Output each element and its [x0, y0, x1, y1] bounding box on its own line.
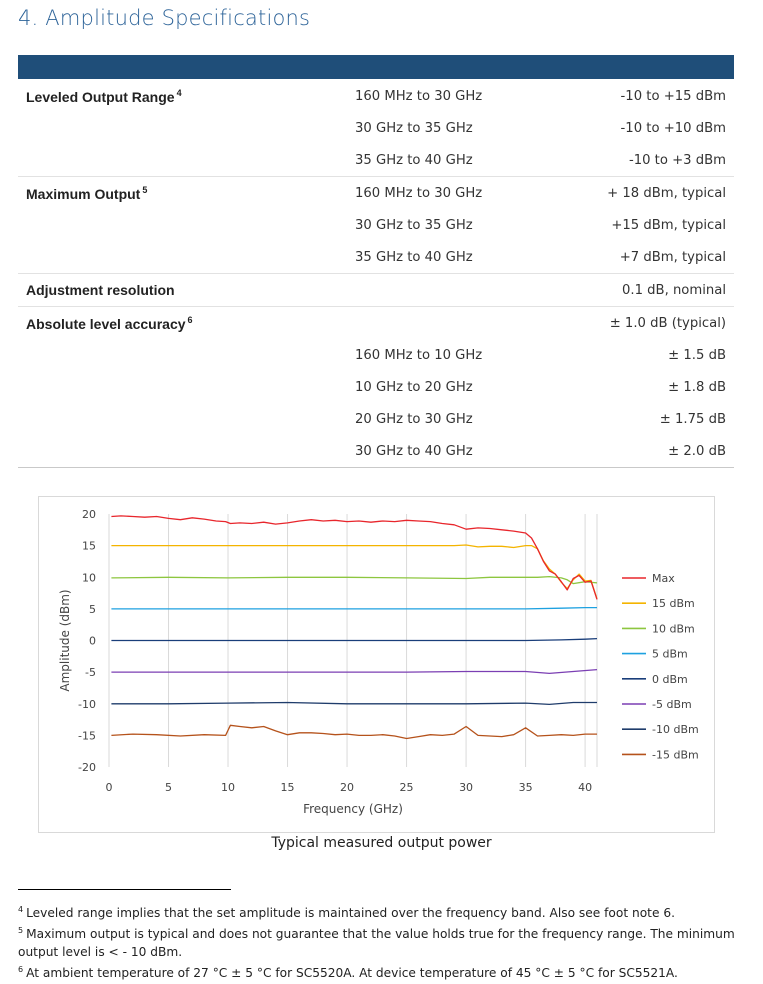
footnote-ref: 5 [142, 184, 148, 195]
y-tick-label: 20 [82, 508, 96, 521]
legend-label: 10 dBm [652, 622, 695, 635]
spec-value: ± 2.0 dB [575, 435, 734, 468]
footnote: 5 Maximum output is typical and does not … [18, 926, 735, 959]
section-title: 4. Amplitude Specifications [18, 6, 311, 30]
table-row: 35 GHz to 40 GHz -10 to +3 dBm [18, 144, 734, 177]
series-line [111, 701, 597, 706]
legend-label: 0 dBm [652, 673, 688, 686]
spec-range: 160 MHz to 30 GHz [355, 176, 575, 209]
spec-name-adjustment: Adjustment resolution [18, 273, 355, 307]
table-row: 30 GHz to 35 GHz -10 to +10 dBm [18, 112, 734, 144]
table-row: Adjustment resolution 0.1 dB, nominal [18, 273, 734, 307]
spec-range: 30 GHz to 40 GHz [355, 435, 575, 468]
footnote-ref: 6 [187, 314, 193, 325]
table-row: Leveled Output Range 4 160 MHz to 30 GHz … [18, 80, 734, 112]
spec-value: ± 1.0 dB (typical) [575, 306, 734, 339]
table-header-band [18, 55, 734, 79]
footnote: 6 At ambient temperature of 27 °C ± 5 °C … [18, 965, 678, 980]
series-line [111, 606, 597, 610]
footnotes: 4 Leveled range implies that the set ampl… [18, 901, 748, 982]
footnote-ref: 4 [176, 87, 182, 98]
table-row: 35 GHz to 40 GHz +7 dBm, typical [18, 241, 734, 274]
spec-range: 160 MHz to 30 GHz [355, 88, 483, 104]
x-tick-label: 25 [400, 781, 414, 794]
legend-label: 5 dBm [652, 648, 688, 661]
legend-label: -15 dBm [652, 748, 699, 761]
x-tick-label: 40 [578, 781, 592, 794]
y-tick-label: 0 [89, 635, 96, 648]
spec-value: + 18 dBm, typical [575, 176, 734, 209]
legend-label: Max [652, 572, 675, 585]
series-line [111, 637, 598, 642]
y-axis-label: Amplitude (dBm) [58, 589, 72, 691]
output-power-chart: 0 5 10 15 20 25 30 35 40 20 15 10 5 0 -5 -10 -15 -20 Frequ… [38, 496, 715, 833]
y-tick-label: -5 [85, 666, 96, 679]
spec-range: 30 GHz to 35 GHz [355, 217, 473, 233]
spec-name-leveled: Leveled Output Range 4 [26, 87, 182, 105]
spec-value: -10 to +15 dBm [620, 88, 726, 104]
spec-name-max-output: Maximum Output 5 [18, 176, 355, 209]
chart-caption: Typical measured output power [271, 835, 492, 851]
spec-value: ± 1.8 dB [668, 379, 726, 395]
y-tick-label: 10 [82, 571, 96, 584]
table-row: Maximum Output 5 160 MHz to 30 GHz + 18 d… [18, 176, 734, 209]
footnote: 4 Leveled range implies that the set ampl… [18, 905, 675, 920]
x-tick-label: 35 [519, 781, 533, 794]
series-line [111, 668, 598, 675]
chart-svg: 0 5 10 15 20 25 30 35 40 20 15 10 5 0 -5 -10 -15 -20 Frequ… [58, 508, 699, 816]
footnote-divider [18, 889, 231, 890]
amplitude-spec-table: Leveled Output Range 4 160 MHz to 30 GHz … [18, 80, 734, 468]
table-row: 20 GHz to 30 GHz ± 1.75 dB [18, 403, 734, 435]
y-tick-label: -15 [78, 729, 96, 742]
x-tick-label: 0 [106, 781, 113, 794]
x-tick-label: 5 [165, 781, 172, 794]
series-line [111, 544, 598, 600]
y-tick-label: -10 [78, 698, 96, 711]
table-row: 30 GHz to 40 GHz ± 2.0 dB [18, 435, 734, 468]
spec-value: +15 dBm, typical [611, 217, 726, 233]
x-tick-label: 20 [340, 781, 354, 794]
spec-range: 35 GHz to 40 GHz [355, 152, 473, 168]
series-line [111, 724, 597, 740]
spec-value: -10 to +3 dBm [628, 152, 726, 168]
series-line [111, 575, 598, 585]
spec-value: ± 1.5 dB [668, 347, 726, 363]
x-tick-label: 30 [459, 781, 473, 794]
table-row: 10 GHz to 20 GHz ± 1.8 dB [18, 371, 734, 403]
spec-range: 10 GHz to 20 GHz [355, 379, 473, 395]
legend-label: -10 dBm [652, 723, 699, 736]
y-tick-label: 5 [89, 603, 96, 616]
y-tick-label: 15 [82, 540, 96, 553]
x-tick-label: 10 [221, 781, 235, 794]
spec-name-accuracy: Absolute level accuracy 6 [18, 306, 355, 339]
table-row: Absolute level accuracy 6 ± 1.0 dB (typic… [18, 306, 734, 339]
legend-label: -5 dBm [652, 698, 692, 711]
table-row: 30 GHz to 35 GHz +15 dBm, typical [18, 209, 734, 241]
spec-range: 35 GHz to 40 GHz [355, 249, 473, 265]
y-tick-label: -20 [78, 761, 96, 774]
spec-range: 20 GHz to 30 GHz [355, 411, 473, 427]
x-tick-label: 15 [281, 781, 295, 794]
spec-value: +7 dBm, typical [619, 249, 726, 265]
spec-range: 160 MHz to 10 GHz [355, 347, 483, 363]
x-axis-label: Frequency (GHz) [303, 802, 403, 816]
spec-value: 0.1 dB, nominal [575, 273, 734, 307]
legend-label: 15 dBm [652, 597, 695, 610]
spec-value: ± 1.75 dB [659, 411, 726, 427]
spec-value: -10 to +10 dBm [620, 120, 726, 136]
table-row: 160 MHz to 10 GHz ± 1.5 dB [18, 339, 734, 371]
series-line [111, 515, 598, 600]
spec-range: 30 GHz to 35 GHz [355, 120, 473, 136]
